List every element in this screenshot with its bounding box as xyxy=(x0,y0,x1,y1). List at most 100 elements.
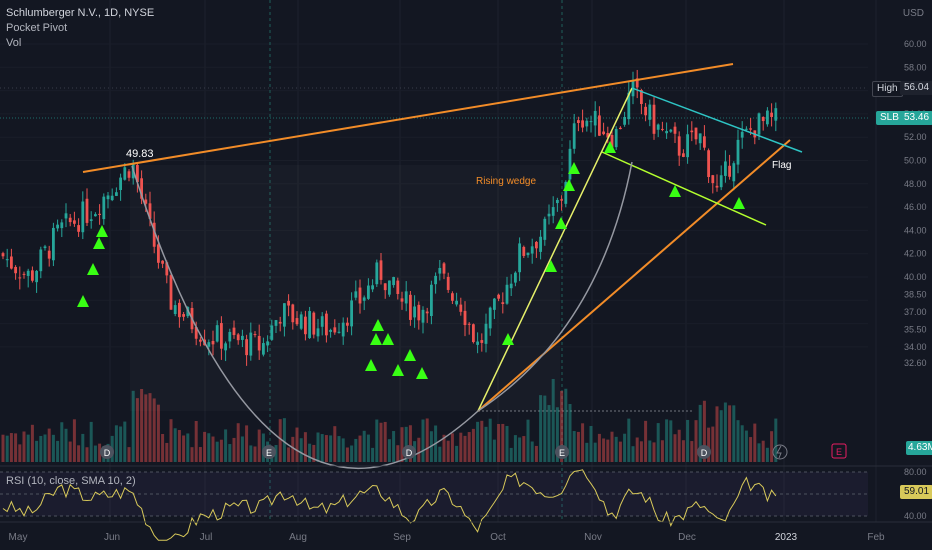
volume-bar xyxy=(60,422,64,462)
volume-bar xyxy=(224,429,228,462)
volume-bar xyxy=(694,420,698,462)
candle-body xyxy=(211,340,215,345)
candle-body xyxy=(232,327,236,336)
volume-bar xyxy=(47,428,51,462)
candle-body xyxy=(253,334,257,336)
volume-bar xyxy=(539,395,543,462)
volume-bar xyxy=(761,440,765,462)
volume-bar xyxy=(93,445,97,462)
candle-body xyxy=(774,108,778,121)
candle-body xyxy=(589,121,593,123)
volume-bar xyxy=(627,418,631,462)
candle-body xyxy=(690,130,694,133)
volume-bar xyxy=(753,423,757,462)
candle-body xyxy=(602,131,605,135)
time-tick-label: Aug xyxy=(289,532,307,543)
candle-body xyxy=(383,283,387,291)
pocket-pivot-icon xyxy=(555,217,567,229)
price-tick-label: 58.00 xyxy=(904,62,927,72)
rally-line xyxy=(477,87,633,412)
cup-left-curve xyxy=(131,165,479,470)
candle-body xyxy=(396,280,400,294)
candle-body xyxy=(274,320,278,326)
candle-body xyxy=(308,311,311,339)
event-letter: D xyxy=(701,448,708,458)
price-tick-label: 60.00 xyxy=(904,39,927,49)
flag-upper-line xyxy=(631,87,803,153)
candle-body xyxy=(421,309,425,323)
volume-bar xyxy=(375,419,379,462)
volume-bar xyxy=(665,419,669,462)
pocket-pivot-markers xyxy=(77,141,745,379)
candle-body xyxy=(316,328,320,337)
volume-bar xyxy=(249,445,253,462)
rsi-line xyxy=(2,469,777,541)
candle-body xyxy=(31,270,34,281)
price-tick-label: 37.00 xyxy=(904,307,927,317)
time-tick-label: Dec xyxy=(678,532,696,543)
cup-right-curve xyxy=(477,161,633,412)
candle-body xyxy=(598,115,601,136)
candle-body xyxy=(1,253,5,257)
event-letter: E xyxy=(266,448,272,458)
candle-body xyxy=(707,150,710,178)
volume-bar xyxy=(236,423,240,462)
volume-bar xyxy=(488,418,492,462)
volume-bar xyxy=(81,433,85,462)
indicator-volume[interactable]: Vol xyxy=(6,37,22,49)
volume-bar xyxy=(371,447,375,462)
symbol-title: Schlumberger N.V., 1D, NYSE xyxy=(6,7,155,19)
volume-bar xyxy=(156,404,160,462)
candle-body xyxy=(501,302,505,305)
candle-body xyxy=(169,275,173,310)
candle-body xyxy=(757,113,761,135)
volume-bar xyxy=(211,436,215,462)
candle-body xyxy=(127,171,131,178)
event-circle xyxy=(402,445,416,459)
pocket-pivot-icon xyxy=(87,263,99,275)
candle-body xyxy=(73,220,76,224)
volume-bar xyxy=(35,440,39,462)
candle-body xyxy=(736,139,740,165)
volume-bar xyxy=(606,439,610,462)
volume-bar xyxy=(312,444,316,462)
volume-bar xyxy=(425,418,429,462)
indicator-pocket-pivot[interactable]: Pocket Pivot xyxy=(6,22,68,34)
candle-body xyxy=(60,222,64,229)
candle-body xyxy=(283,303,286,327)
candle-body xyxy=(362,297,366,301)
high-tag-value: 56.04 xyxy=(900,81,932,95)
volume-bar xyxy=(333,426,337,462)
candle-body xyxy=(199,339,202,342)
candle-body xyxy=(459,304,463,312)
candle-body xyxy=(740,131,744,138)
volume-bar xyxy=(673,434,677,462)
candle-body xyxy=(291,304,295,323)
volume-bar xyxy=(123,421,127,462)
candle-body xyxy=(518,243,521,273)
volume-bar xyxy=(744,430,748,462)
volume-bar xyxy=(186,433,190,462)
volume-bar xyxy=(736,420,740,462)
rsi-legend[interactable]: RSI (10, close, SMA 10, 2) xyxy=(6,475,136,487)
candle-body xyxy=(98,213,101,215)
time-tick-label: 2023 xyxy=(775,532,798,543)
candle-body xyxy=(745,128,748,130)
volume-bar xyxy=(450,433,454,462)
volume-bar xyxy=(358,435,362,462)
candle-body xyxy=(236,334,240,341)
pocket-pivot-icon xyxy=(568,162,580,174)
pocket-pivot-icon xyxy=(733,197,745,209)
rising-wedge-label: Rising wedge xyxy=(476,176,536,187)
candle-body xyxy=(438,267,442,274)
candle-body xyxy=(123,167,127,180)
volume-bar xyxy=(635,437,639,462)
candle-body xyxy=(480,340,484,343)
candle-body xyxy=(472,324,475,343)
candle-body xyxy=(656,124,660,130)
price-tick-label: 38.50 xyxy=(904,289,927,299)
volume-bar xyxy=(26,434,30,462)
